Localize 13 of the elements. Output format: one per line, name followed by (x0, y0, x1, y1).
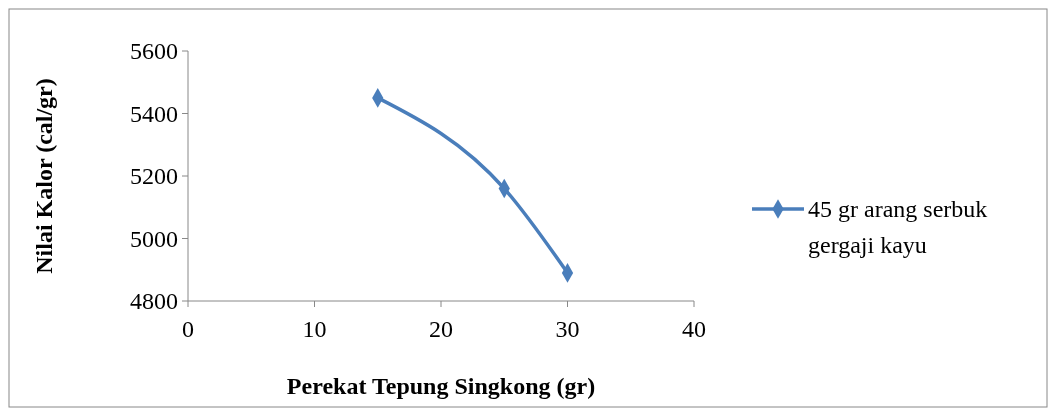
x-axis-title: Perekat Tepung Singkong (gr) (286, 373, 596, 399)
y-axis-title: Nilai Kalor (cal/gr) (31, 78, 57, 274)
y-tick-label: 5200 (130, 163, 178, 190)
x-tick-label: 40 (682, 316, 706, 342)
y-tick-label: 5400 (130, 100, 178, 127)
legend-label: 45 gr arang serbuk gergaji kayu (808, 196, 988, 258)
x-tick-label: 30 (555, 316, 580, 342)
x-tick-label: 20 (429, 316, 453, 342)
y-tick-label: 4800 (130, 288, 178, 315)
x-tick-label: 10 (302, 316, 327, 342)
y-tick-label: 5600 (130, 38, 178, 65)
y-tick-label: 5000 (130, 225, 178, 252)
x-tick-label: 0 (182, 316, 194, 342)
